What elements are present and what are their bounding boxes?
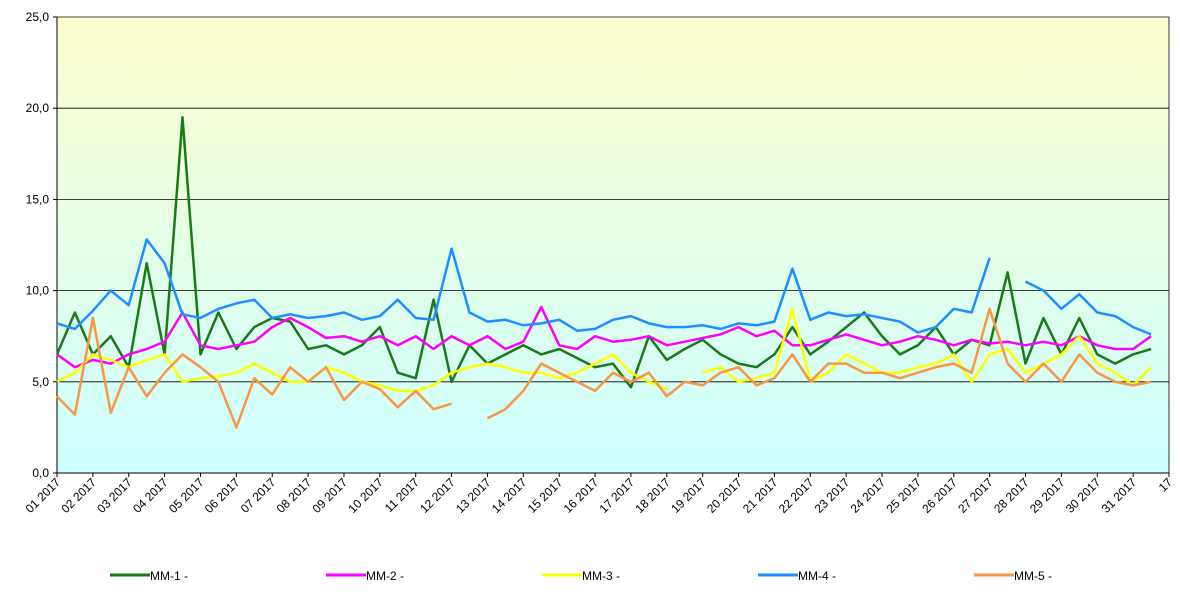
- x-tick-label: 14 2017: [489, 475, 530, 516]
- x-tick-label: 31 2017: [1099, 475, 1140, 516]
- x-tick-label: 17: [1156, 475, 1176, 495]
- y-tick-label: 25,0: [26, 10, 50, 24]
- x-tick-label: 02 2017: [58, 475, 99, 516]
- x-tick-label: 28 2017: [991, 475, 1032, 516]
- x-tick-label: 01 2017: [23, 475, 64, 516]
- series-line: [56, 305, 1152, 369]
- x-tick-label: 05 2017: [166, 475, 207, 516]
- x-tick-label: 12 2017: [417, 475, 458, 516]
- y-tick-label: 5,0: [32, 375, 49, 389]
- plot-area: [57, 17, 1169, 473]
- x-tick-label: 11 2017: [382, 475, 422, 515]
- x-tick-label: 16 2017: [561, 475, 602, 516]
- x-tick-label: 03 2017: [94, 475, 135, 516]
- x-tick-label: 09 2017: [310, 475, 351, 516]
- x-tick-label: 25 2017: [883, 475, 924, 516]
- legend-label: MM-5 -: [1014, 569, 1052, 583]
- series-line: [56, 307, 1152, 429]
- y-tick-label: 10,0: [26, 284, 50, 298]
- x-tick-label: 20 2017: [704, 475, 745, 516]
- legend-label: MM-1 -: [150, 569, 188, 583]
- x-tick-label: 26 2017: [919, 475, 960, 516]
- x-tick-label: 29 2017: [1027, 475, 1068, 516]
- x-tick-label: 22 2017: [776, 475, 817, 516]
- legend-label: MM-2 -: [366, 569, 404, 583]
- x-tick-label: 27 2017: [955, 475, 996, 516]
- x-tick-label: 15 2017: [525, 475, 566, 516]
- x-tick-label: 07 2017: [238, 475, 279, 516]
- x-tick-label: 06 2017: [202, 475, 243, 516]
- x-tick-label: 13 2017: [453, 475, 494, 516]
- x-tick-label: 23 2017: [812, 475, 853, 516]
- x-tick-label: 10 2017: [345, 475, 386, 516]
- x-tick-label: 24 2017: [848, 475, 889, 516]
- x-tick-label: 17 2017: [596, 475, 637, 516]
- y-tick-label: 0,0: [32, 466, 49, 480]
- legend-label: MM-4 -: [798, 569, 836, 583]
- x-tick-label: 04 2017: [130, 475, 171, 516]
- x-tick-label: 21 2017: [740, 475, 781, 516]
- x-tick-label: 19 2017: [668, 475, 709, 516]
- y-tick-label: 20,0: [26, 101, 50, 115]
- y-tick-label: 15,0: [26, 192, 50, 206]
- series-line: [56, 238, 1152, 336]
- legend-label: MM-3 -: [582, 569, 620, 583]
- x-tick-label: 18 2017: [632, 475, 673, 516]
- x-tick-label: 08 2017: [274, 475, 315, 516]
- x-tick-label: 30 2017: [1063, 475, 1104, 516]
